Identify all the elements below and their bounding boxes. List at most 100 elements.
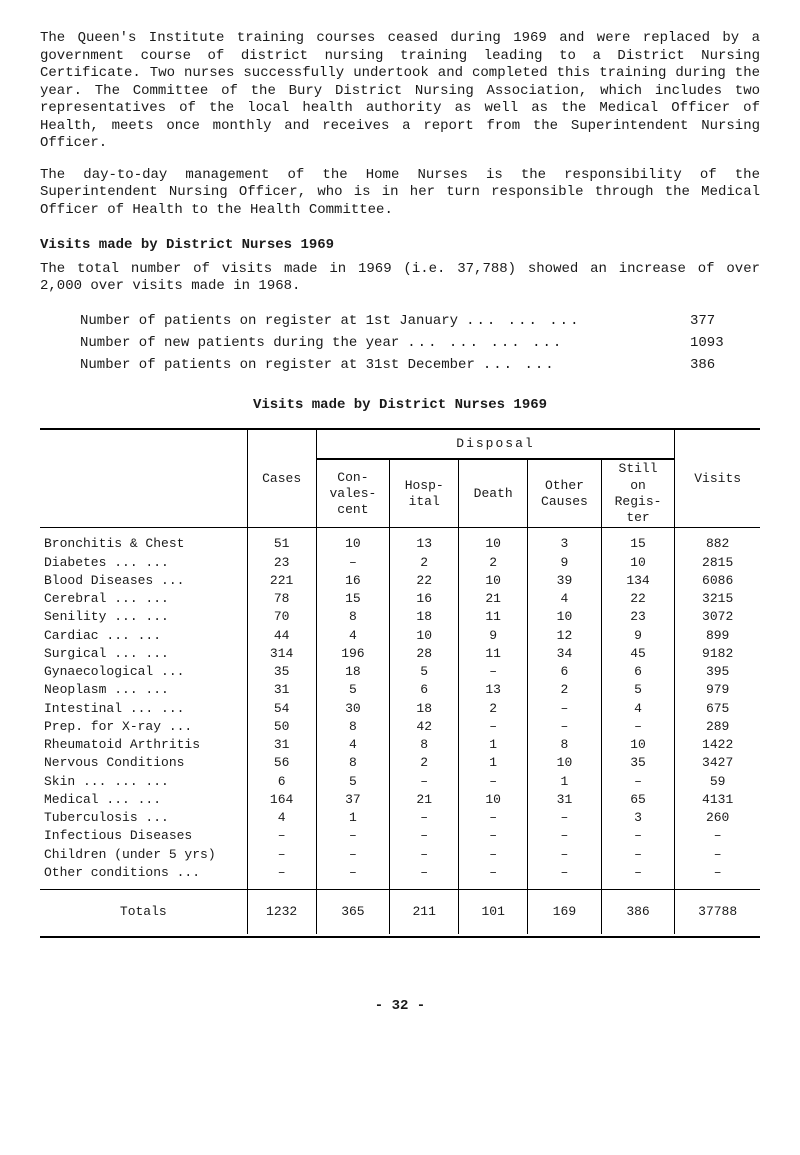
table-cell: 4: [316, 627, 390, 645]
table-cell: –: [528, 827, 602, 845]
table-cell: 10: [601, 554, 675, 572]
table-row-label: Intestinal ... ...: [40, 700, 247, 718]
stats-block: Number of patients on register at 1st Ja…: [80, 310, 760, 377]
table-cell: 314: [247, 645, 316, 663]
stats-label: Number of patients on register at 31st D…: [80, 354, 475, 376]
table-cell: 134: [601, 572, 675, 590]
table-cell: 31: [528, 791, 602, 809]
table-cell: 31: [247, 681, 316, 699]
table-row-label: Neoplasm ... ...: [40, 681, 247, 699]
table-cell: 8: [316, 608, 390, 626]
table-row-label: Medical ... ...: [40, 791, 247, 809]
table-cell: 11: [459, 608, 528, 626]
table-cell: 23: [247, 554, 316, 572]
table-row-label: Infectious Diseases: [40, 827, 247, 845]
table-cell: 45: [601, 645, 675, 663]
table-cell: 16: [390, 590, 459, 608]
table-cell: 5: [390, 663, 459, 681]
table-cell: –: [459, 809, 528, 827]
table-cell: –: [601, 846, 675, 864]
table-cell: 28: [390, 645, 459, 663]
totals-cell: 169: [528, 890, 602, 935]
table-cell: 56: [247, 754, 316, 772]
table-row-label: Surgical ... ...: [40, 645, 247, 663]
table-cell: –: [390, 864, 459, 890]
table-cell: 10: [390, 627, 459, 645]
table-row-label: Nervous Conditions: [40, 754, 247, 772]
table-cell: –: [528, 846, 602, 864]
table-title: Visits made by District Nurses 1969: [40, 397, 760, 415]
stats-fill: ... ... ...: [458, 310, 682, 332]
table-cell: 37: [316, 791, 390, 809]
table-cell: 21: [459, 590, 528, 608]
stats-fill: ... ...: [475, 354, 682, 376]
table-cell: 6: [528, 663, 602, 681]
table-cell: 5: [316, 681, 390, 699]
table-cell: 289: [675, 718, 760, 736]
table-row-label: Blood Diseases ...: [40, 572, 247, 590]
table-cell: 221: [247, 572, 316, 590]
table-row-label: Skin ... ... ...: [40, 773, 247, 791]
table-cell: –: [459, 663, 528, 681]
table-cell: 8: [316, 718, 390, 736]
table-cell: 15: [316, 590, 390, 608]
totals-label: Totals: [40, 890, 247, 935]
table-cell: 22: [390, 572, 459, 590]
table-cell: 11: [459, 645, 528, 663]
totals-cell: 211: [390, 890, 459, 935]
totals-cell: 386: [601, 890, 675, 935]
table-cell: 3427: [675, 754, 760, 772]
page-number: - 32 -: [40, 998, 760, 1016]
table-cell: 2: [390, 554, 459, 572]
stats-fill: ... ... ... ...: [399, 332, 682, 354]
table-cell: 3072: [675, 608, 760, 626]
table-cell: 4: [247, 809, 316, 827]
table-cell: 12: [528, 627, 602, 645]
table-cell: 42: [390, 718, 459, 736]
stats-label: Number of patients on register at 1st Ja…: [80, 310, 458, 332]
stats-row: Number of new patients during the year .…: [80, 332, 760, 354]
table-cell: –: [390, 809, 459, 827]
table-cell: 44: [247, 627, 316, 645]
table-cell: 10: [459, 791, 528, 809]
paragraph-1: The Queen's Institute training courses c…: [40, 30, 760, 153]
table-cell: 899: [675, 627, 760, 645]
table-cell: –: [316, 864, 390, 890]
table-cell: –: [459, 718, 528, 736]
table-cell: 1: [528, 773, 602, 791]
table-cell: 10: [528, 754, 602, 772]
col-death: Death: [459, 459, 528, 528]
table-cell: 59: [675, 773, 760, 791]
table-cell: 4131: [675, 791, 760, 809]
table-cell: 10: [601, 736, 675, 754]
table-cell: 10: [316, 528, 390, 554]
table-cell: 10: [528, 608, 602, 626]
stats-row: Number of patients on register at 31st D…: [80, 354, 760, 376]
table-cell: 164: [247, 791, 316, 809]
table-cell: 70: [247, 608, 316, 626]
table-cell: 3: [601, 809, 675, 827]
table-cell: 34: [528, 645, 602, 663]
table-cell: –: [247, 864, 316, 890]
table-cell: 51: [247, 528, 316, 554]
table-row-label: Cerebral ... ...: [40, 590, 247, 608]
table-cell: 35: [247, 663, 316, 681]
table-cell: 2: [459, 700, 528, 718]
table-cell: –: [675, 846, 760, 864]
table-cell: 21: [390, 791, 459, 809]
table-cell: 54: [247, 700, 316, 718]
table-cell: 22: [601, 590, 675, 608]
table-cell: 13: [390, 528, 459, 554]
table-cell: 2: [528, 681, 602, 699]
table-cell: –: [601, 718, 675, 736]
table-row-label: Bronchitis & Chest: [40, 528, 247, 554]
table-cell: 4: [528, 590, 602, 608]
table-cell: 5: [601, 681, 675, 699]
table-row-label: Children (under 5 yrs): [40, 846, 247, 864]
table-cell: 8: [528, 736, 602, 754]
table-cell: 2: [459, 554, 528, 572]
table-cell: 18: [316, 663, 390, 681]
table-cell: 65: [601, 791, 675, 809]
totals-cell: 1232: [247, 890, 316, 935]
table-row-label: Other conditions ...: [40, 864, 247, 890]
